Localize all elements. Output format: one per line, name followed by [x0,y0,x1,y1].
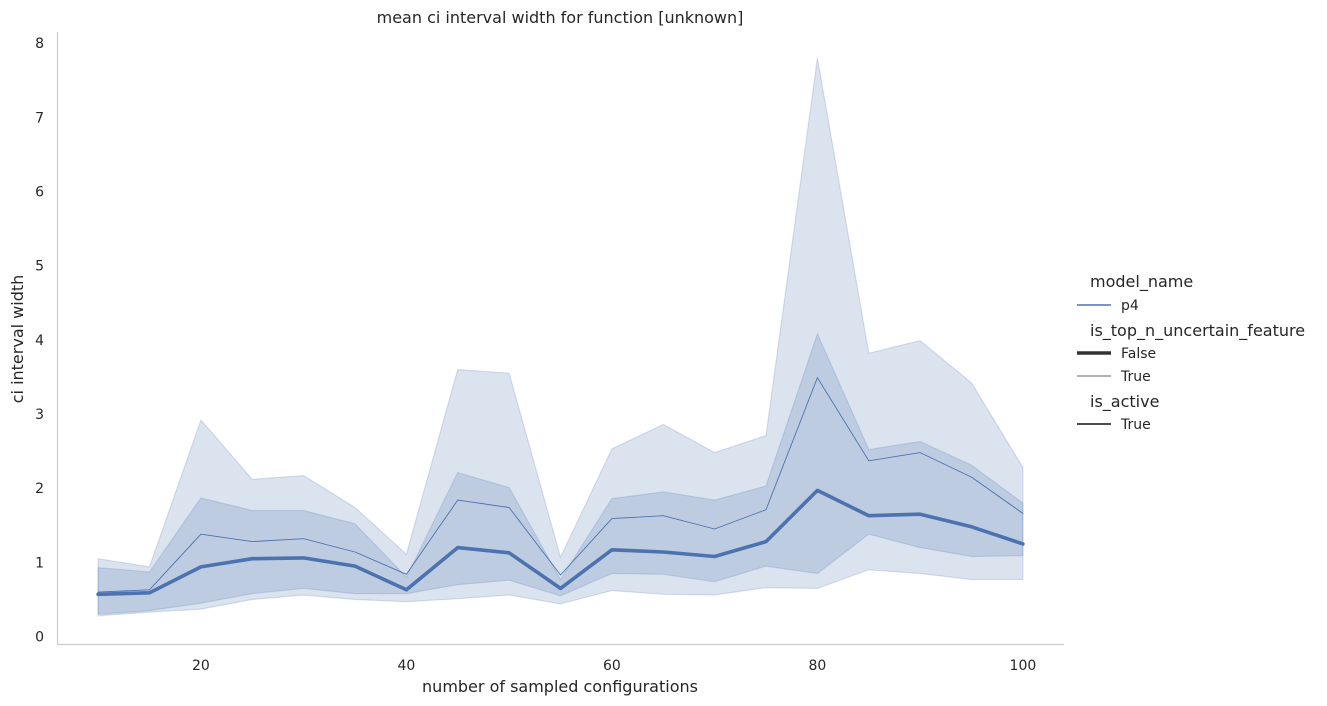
axes: 20 40 60 80 100 0 1 2 3 4 5 6 7 8 [35,32,1064,674]
series-line-false [96,488,1025,597]
y-tick-label: 5 [35,259,44,275]
x-tick-label: 100 [1010,658,1037,674]
legend-label-true-uncertain: True [1120,369,1151,385]
legend-label-false: False [1121,346,1156,362]
y-tick-label: 3 [35,407,44,423]
y-tick-label: 8 [35,36,44,52]
y-tick-label: 4 [35,333,44,349]
y-axis-label: ci interval width [8,275,27,404]
legend: model_name p4 is_top_n_uncertain_feature… [1077,272,1305,433]
x-axis-label: number of sampled configurations [422,677,698,696]
series-lines [96,377,1025,597]
ci-band-false [97,332,1024,615]
ci-band-true [97,57,1024,617]
y-tick-label: 2 [35,481,44,497]
x-tick-label: 60 [603,658,621,674]
confidence-bands [97,57,1024,617]
y-tick-label: 6 [35,185,44,201]
x-tick-label: 80 [808,658,826,674]
y-tick-label: 1 [35,555,44,571]
x-tick-labels: 20 40 60 80 100 [192,658,1036,674]
legend-label-p4: p4 [1121,298,1139,314]
legend-title-model-name: model_name [1090,272,1193,292]
x-tick-label: 20 [192,658,210,674]
series-line-true [97,377,1024,593]
y-tick-label: 7 [35,110,44,126]
legend-title-is-top-n-uncertain-feature: is_top_n_uncertain_feature [1090,321,1305,341]
x-tick-label: 40 [397,658,415,674]
legend-title-is-active: is_active [1090,392,1159,412]
chart-title: mean ci interval width for function [unk… [377,8,744,27]
y-tick-labels: 0 1 2 3 4 5 6 7 8 [35,36,44,646]
y-tick-label: 0 [35,630,44,646]
legend-label-true-active: True [1120,417,1151,433]
